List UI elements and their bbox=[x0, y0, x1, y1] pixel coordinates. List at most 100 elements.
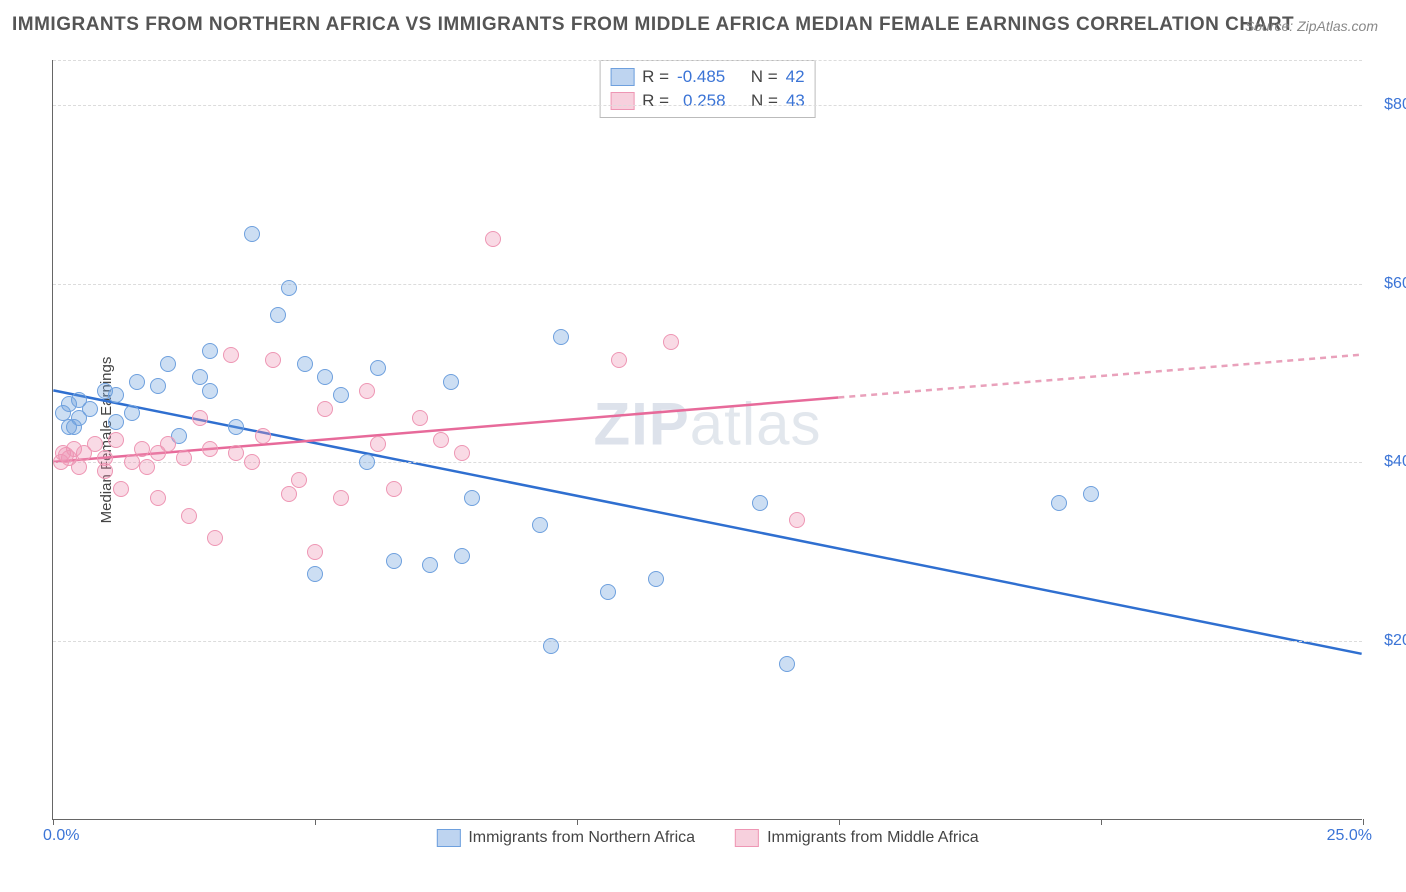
data-point bbox=[281, 280, 297, 296]
data-point bbox=[223, 347, 239, 363]
data-point bbox=[1083, 486, 1099, 502]
plot-area: ZIPatlas Median Female Earnings 0.0% 25.… bbox=[52, 60, 1362, 820]
watermark-zip: ZIP bbox=[593, 391, 689, 458]
data-point bbox=[386, 553, 402, 569]
swatch-blue-icon bbox=[610, 68, 634, 86]
data-point bbox=[359, 383, 375, 399]
data-point bbox=[386, 481, 402, 497]
data-point bbox=[124, 405, 140, 421]
x-axis-max-label: 25.0% bbox=[1327, 827, 1372, 845]
data-point bbox=[58, 447, 74, 463]
data-point bbox=[281, 486, 297, 502]
gridline-h bbox=[53, 284, 1362, 285]
n-label: N = bbox=[751, 91, 778, 111]
watermark: ZIPatlas bbox=[593, 390, 821, 459]
data-point bbox=[97, 450, 113, 466]
data-point bbox=[443, 374, 459, 390]
data-point bbox=[113, 481, 129, 497]
legend-label: Immigrants from Northern Africa bbox=[468, 829, 695, 847]
y-tick-label: $80,000 bbox=[1370, 96, 1406, 114]
data-point bbox=[454, 548, 470, 564]
data-point bbox=[108, 387, 124, 403]
legend-series: Immigrants from Northern Africa Immigran… bbox=[436, 829, 978, 847]
x-axis-min-label: 0.0% bbox=[43, 827, 79, 845]
data-point bbox=[207, 530, 223, 546]
data-point bbox=[333, 490, 349, 506]
data-point bbox=[359, 454, 375, 470]
swatch-blue-icon bbox=[436, 829, 460, 847]
data-point bbox=[663, 334, 679, 350]
x-tick-mark bbox=[1363, 819, 1364, 825]
data-point bbox=[412, 410, 428, 426]
data-point bbox=[543, 638, 559, 654]
data-point bbox=[454, 445, 470, 461]
n-value: 42 bbox=[786, 67, 805, 87]
gridline-h bbox=[53, 60, 1362, 61]
data-point bbox=[134, 441, 150, 457]
swatch-pink-icon bbox=[610, 92, 634, 110]
swatch-pink-icon bbox=[735, 829, 759, 847]
data-point bbox=[202, 441, 218, 457]
data-point bbox=[553, 329, 569, 345]
data-point bbox=[648, 571, 664, 587]
data-point bbox=[108, 414, 124, 430]
data-point bbox=[202, 383, 218, 399]
data-point bbox=[150, 490, 166, 506]
data-point bbox=[61, 419, 77, 435]
x-tick-mark bbox=[315, 819, 316, 825]
n-value: 43 bbox=[786, 91, 805, 111]
data-point bbox=[779, 656, 795, 672]
data-point bbox=[291, 472, 307, 488]
data-point bbox=[752, 495, 768, 511]
data-point bbox=[202, 343, 218, 359]
legend-item: Immigrants from Northern Africa bbox=[436, 829, 695, 847]
legend-item: Immigrants from Middle Africa bbox=[735, 829, 979, 847]
r-label: R = bbox=[642, 91, 669, 111]
data-point bbox=[176, 450, 192, 466]
r-value: -0.485 bbox=[677, 67, 725, 87]
data-point bbox=[124, 454, 140, 470]
watermark-atlas: atlas bbox=[690, 391, 822, 458]
data-point bbox=[228, 445, 244, 461]
chart-title: IMMIGRANTS FROM NORTHERN AFRICA VS IMMIG… bbox=[12, 14, 1294, 36]
y-tick-label: $20,000 bbox=[1370, 632, 1406, 650]
data-point bbox=[108, 432, 124, 448]
legend-stats-row: R = 0.258 N = 43 bbox=[610, 89, 805, 113]
data-point bbox=[139, 459, 155, 475]
data-point bbox=[464, 490, 480, 506]
data-point bbox=[317, 369, 333, 385]
data-point bbox=[244, 454, 260, 470]
data-point bbox=[270, 307, 286, 323]
data-point bbox=[307, 544, 323, 560]
data-point bbox=[789, 512, 805, 528]
data-point bbox=[422, 557, 438, 573]
data-point bbox=[370, 436, 386, 452]
data-point bbox=[181, 508, 197, 524]
data-point bbox=[192, 410, 208, 426]
data-point bbox=[307, 566, 323, 582]
data-point bbox=[611, 352, 627, 368]
data-point bbox=[255, 428, 271, 444]
data-point bbox=[265, 352, 281, 368]
gridline-h bbox=[53, 641, 1362, 642]
data-point bbox=[600, 584, 616, 600]
x-tick-mark bbox=[1101, 819, 1102, 825]
data-point bbox=[244, 226, 260, 242]
x-tick-mark bbox=[577, 819, 578, 825]
data-point bbox=[485, 231, 501, 247]
r-value: 0.258 bbox=[683, 91, 726, 111]
legend-label: Immigrants from Middle Africa bbox=[767, 829, 979, 847]
data-point bbox=[160, 356, 176, 372]
data-point bbox=[317, 401, 333, 417]
data-point bbox=[532, 517, 548, 533]
data-point bbox=[370, 360, 386, 376]
x-tick-mark bbox=[53, 819, 54, 825]
data-point bbox=[150, 378, 166, 394]
data-point bbox=[129, 374, 145, 390]
legend-stats: R = -0.485 N = 42 R = 0.258 N = 43 bbox=[599, 60, 816, 118]
n-label: N = bbox=[751, 67, 778, 87]
y-tick-label: $40,000 bbox=[1370, 453, 1406, 471]
source-label: Source: ZipAtlas.com bbox=[1245, 18, 1378, 34]
gridline-h bbox=[53, 105, 1362, 106]
data-point bbox=[297, 356, 313, 372]
